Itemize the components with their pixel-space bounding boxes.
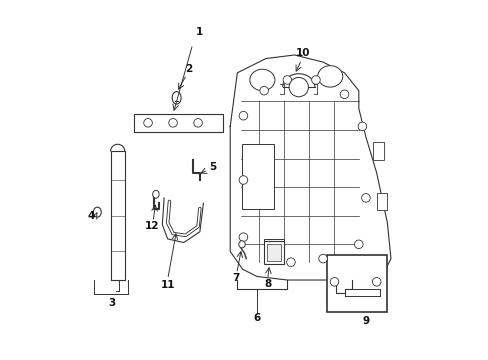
Circle shape: [286, 258, 295, 266]
Ellipse shape: [238, 241, 244, 248]
Circle shape: [357, 122, 366, 131]
Ellipse shape: [249, 69, 274, 91]
Text: 8: 8: [264, 279, 271, 289]
Bar: [376, 193, 386, 210]
Circle shape: [340, 90, 348, 99]
Ellipse shape: [152, 190, 159, 198]
Circle shape: [239, 233, 247, 242]
Circle shape: [354, 240, 363, 249]
Circle shape: [168, 118, 177, 127]
Circle shape: [259, 86, 268, 95]
Bar: [264, 239, 283, 262]
Ellipse shape: [93, 207, 101, 217]
Ellipse shape: [317, 66, 342, 87]
Text: 7: 7: [231, 273, 239, 283]
Text: 5: 5: [208, 162, 216, 172]
Ellipse shape: [172, 91, 181, 104]
Circle shape: [143, 118, 152, 127]
Circle shape: [311, 76, 320, 84]
Circle shape: [239, 111, 247, 120]
Text: 4: 4: [87, 211, 94, 221]
Polygon shape: [110, 152, 124, 280]
Text: 2: 2: [185, 64, 192, 74]
Text: 9: 9: [362, 316, 369, 326]
Text: 6: 6: [253, 312, 260, 323]
Bar: [372, 143, 383, 160]
Circle shape: [318, 254, 326, 263]
Bar: [326, 255, 386, 312]
Circle shape: [283, 76, 291, 84]
Circle shape: [193, 118, 202, 127]
Circle shape: [329, 278, 338, 286]
Polygon shape: [230, 55, 390, 280]
Polygon shape: [134, 114, 223, 132]
Circle shape: [361, 194, 369, 202]
Text: 1: 1: [196, 27, 203, 37]
Bar: [266, 244, 281, 261]
Bar: [264, 241, 283, 264]
Text: 10: 10: [296, 48, 310, 58]
Text: 3: 3: [108, 298, 116, 308]
Circle shape: [288, 77, 308, 97]
Circle shape: [372, 278, 380, 286]
Bar: [241, 144, 273, 208]
Text: 11: 11: [160, 280, 175, 291]
Text: 12: 12: [144, 221, 159, 231]
Circle shape: [239, 176, 247, 184]
